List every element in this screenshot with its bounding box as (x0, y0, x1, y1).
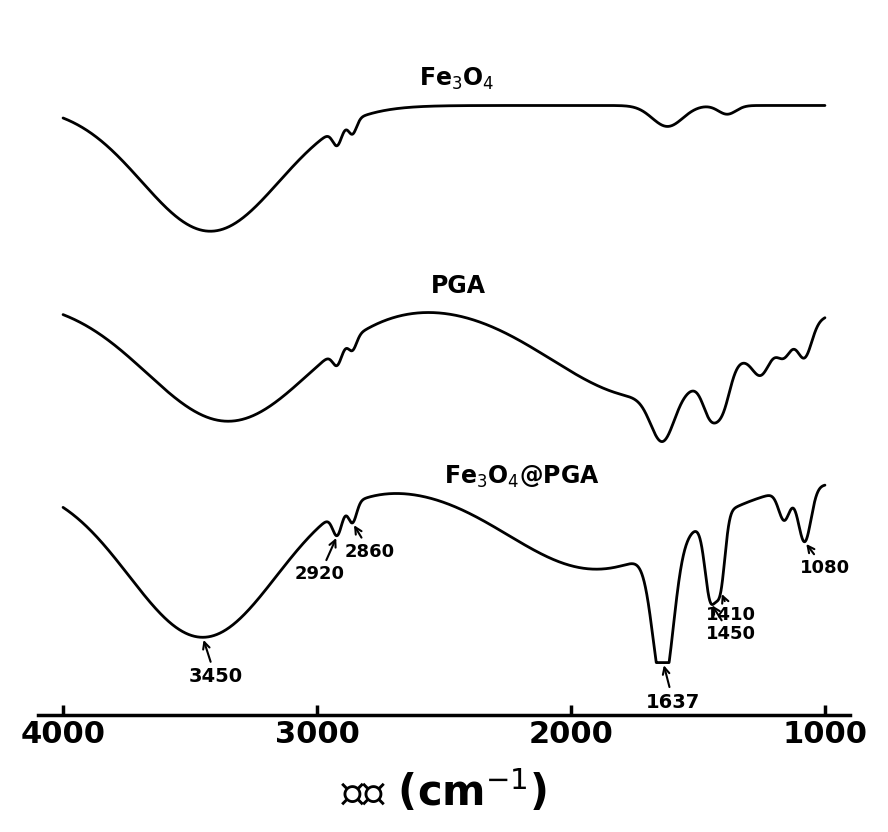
Text: 1080: 1080 (799, 546, 850, 577)
Text: 1450: 1450 (706, 607, 756, 643)
Text: PGA: PGA (432, 274, 487, 298)
Text: Fe$_3$O$_4$: Fe$_3$O$_4$ (418, 66, 494, 92)
Text: 2920: 2920 (295, 540, 345, 583)
Text: 1410: 1410 (706, 597, 756, 625)
X-axis label: 波长 (cm$^{-1}$): 波长 (cm$^{-1}$) (341, 769, 547, 815)
Text: 1637: 1637 (646, 667, 701, 711)
Text: 3450: 3450 (188, 642, 242, 686)
Text: 2860: 2860 (345, 527, 395, 561)
Text: Fe$_3$O$_4$@PGA: Fe$_3$O$_4$@PGA (444, 463, 599, 490)
